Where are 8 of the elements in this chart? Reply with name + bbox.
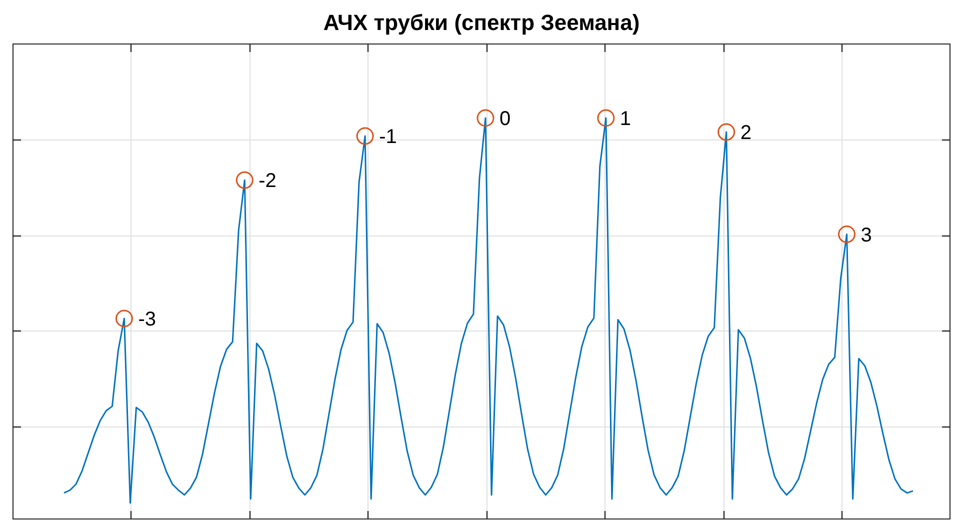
annotation: 2 <box>740 122 752 144</box>
annotation: 1 <box>620 108 632 130</box>
annotation: -3 <box>138 308 156 330</box>
chart-title: АЧХ трубки (спектр Зеемана) <box>323 10 640 35</box>
annotation: -2 <box>258 170 276 192</box>
annotation: 3 <box>860 224 872 246</box>
annotation: -1 <box>379 126 397 148</box>
annotation: 0 <box>499 108 511 130</box>
